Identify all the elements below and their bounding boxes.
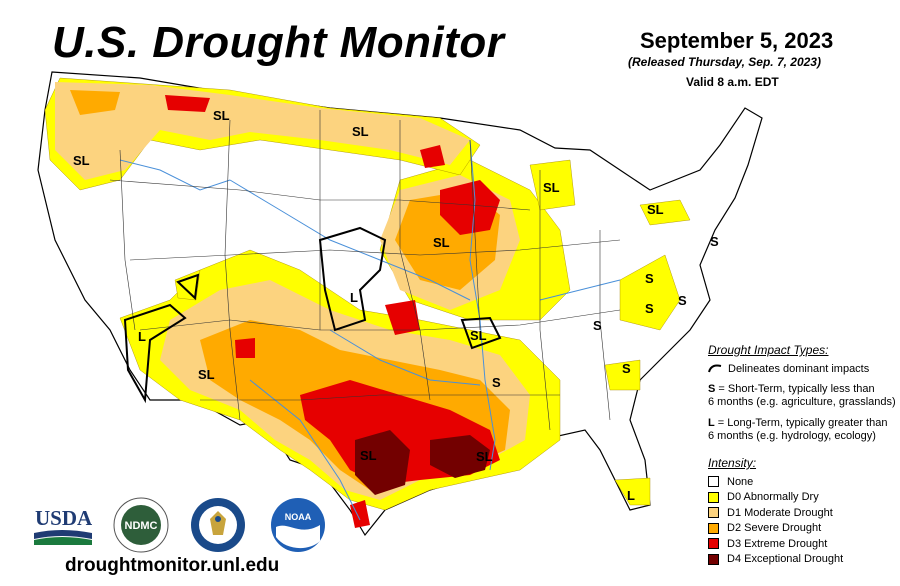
intensity-heading: Intensity: bbox=[708, 456, 757, 470]
legend-item-d3: D3 Extreme Drought bbox=[708, 536, 843, 552]
legend-label: D3 Extreme Drought bbox=[727, 537, 828, 550]
legend-item-d2: D2 Severe Drought bbox=[708, 521, 843, 537]
impact-label: SL bbox=[470, 328, 487, 343]
impact-label: SL bbox=[647, 202, 664, 217]
impact-legend: Drought Impact Types: Delineates dominan… bbox=[708, 343, 900, 451]
footer-url: droughtmonitor.unl.edu bbox=[65, 555, 280, 576]
legend-item-d0: D0 Abnormally Dry bbox=[708, 490, 843, 506]
impact-label: SL bbox=[213, 108, 230, 123]
legend-item-d4: D4 Exceptional Drought bbox=[708, 552, 843, 568]
impact-label: SL bbox=[433, 235, 450, 250]
impact-label: SL bbox=[73, 153, 90, 168]
legend-label: None bbox=[727, 475, 754, 488]
short-text-2: 6 months (e.g. agriculture, grasslands) bbox=[708, 396, 896, 408]
legend-label: D0 Abnormally Dry bbox=[727, 491, 819, 504]
ndmc-logo: NDMC bbox=[113, 497, 169, 553]
legend-item-d1: D1 Moderate Drought bbox=[708, 505, 843, 521]
commerce-seal bbox=[191, 498, 245, 552]
map-date: September 5, 2023 bbox=[640, 28, 834, 53]
impact-label: S bbox=[645, 271, 654, 286]
legend-swatch bbox=[708, 507, 719, 519]
short-text: = Short-Term, typically less than bbox=[718, 383, 875, 395]
legend-item-none: None bbox=[708, 474, 843, 490]
legend-label: D1 Moderate Drought bbox=[727, 506, 833, 519]
impact-label: SL bbox=[360, 448, 377, 463]
valid-time: Valid 8 a.m. EDT bbox=[686, 75, 779, 89]
usda-logo: USDA bbox=[34, 506, 93, 545]
legend-label: D2 Severe Drought bbox=[727, 522, 822, 535]
legend-swatch bbox=[708, 538, 719, 550]
impact-label: SL bbox=[198, 367, 215, 382]
page-title: U.S. Drought Monitor bbox=[52, 18, 505, 67]
impact-label: S bbox=[645, 301, 654, 316]
delineation-line-icon bbox=[708, 364, 722, 373]
long-term-definition: L = Long-Term, typically greater than 6 … bbox=[708, 417, 900, 443]
impact-label: SL bbox=[476, 449, 493, 464]
impact-label: L bbox=[138, 329, 146, 344]
d4-areas bbox=[355, 430, 490, 495]
impact-label: SL bbox=[543, 180, 560, 195]
usda-logo-text: USDA bbox=[35, 506, 93, 530]
state-lines bbox=[109, 110, 621, 431]
long-text-2: 6 months (e.g. hydrology, ecology) bbox=[708, 430, 876, 442]
legend-swatch bbox=[708, 553, 719, 565]
legend-swatch bbox=[708, 476, 719, 488]
legend-swatch bbox=[708, 491, 719, 503]
release-date: (Released Thursday, Sep. 7, 2023) bbox=[628, 55, 821, 69]
delineates-text: Delineates dominant impacts bbox=[728, 363, 870, 375]
impact-label: S bbox=[678, 293, 687, 308]
impact-label: S bbox=[710, 234, 719, 249]
noaa-logo: NOAA bbox=[271, 498, 325, 552]
ndmc-logo-text: NDMC bbox=[125, 520, 158, 532]
impact-lines bbox=[123, 226, 502, 404]
impact-label: SL bbox=[352, 124, 369, 139]
impact-label: L bbox=[627, 488, 635, 503]
intensity-legend: Intensity: None D0 Abnormally Dry D1 Mod… bbox=[708, 456, 843, 567]
impact-label: L bbox=[350, 290, 358, 305]
long-text: = Long-Term, typically greater than bbox=[717, 417, 888, 429]
long-key: L bbox=[708, 417, 715, 429]
legend-label: D4 Exceptional Drought bbox=[727, 553, 844, 566]
short-key: S bbox=[708, 383, 716, 395]
impact-label: S bbox=[593, 318, 602, 333]
noaa-logo-text: NOAA bbox=[285, 512, 312, 522]
impact-heading: Drought Impact Types: bbox=[708, 343, 829, 357]
legend-swatch bbox=[708, 522, 719, 534]
short-term-definition: S = Short-Term, typically less than 6 mo… bbox=[708, 383, 900, 409]
impact-label: S bbox=[492, 375, 501, 390]
impact-label: S bbox=[622, 361, 631, 376]
